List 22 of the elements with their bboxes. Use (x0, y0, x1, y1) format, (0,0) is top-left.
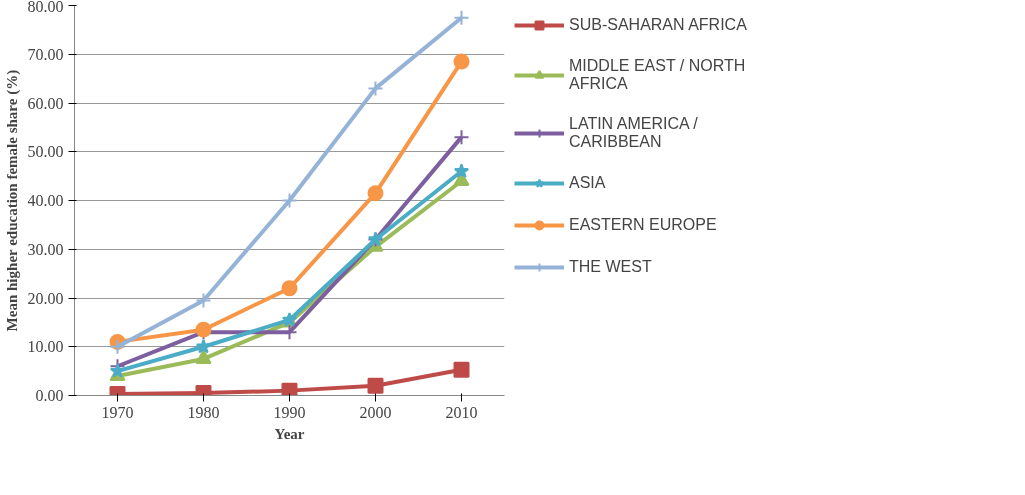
legend-label: THE WEST (569, 258, 652, 276)
legend-label: SUB-SAHARAN AFRICA (569, 16, 747, 34)
y-tick-label: 70.00 (27, 45, 64, 63)
legend-label: EASTERN EUROPE (569, 216, 717, 234)
y-tick-label: 0.00 (35, 387, 64, 404)
legend-label: ASIA (569, 174, 606, 192)
y-tick-label: 80.00 (27, 0, 64, 15)
x-tick-label: 1980 (187, 403, 220, 421)
y-tick-label: 60.00 (27, 94, 64, 112)
x-tick-label: 2000 (359, 403, 392, 421)
x-tick-label: 1990 (273, 403, 306, 421)
x-tick-label: 2010 (445, 403, 478, 421)
y-tick-label: 30.00 (27, 240, 64, 258)
y-axis-title: Mean higher education female share (%) (3, 69, 21, 332)
legend-label: MIDDLE EAST / NORTH AFRICA (569, 57, 746, 93)
legend-label: LATIN AMERICA / CARIBBEAN (569, 115, 698, 151)
y-tick-label: 10.00 (27, 338, 64, 356)
x-tick-label: 1970 (101, 403, 134, 421)
y-tick-label: 20.00 (27, 289, 64, 307)
y-tick-label: 40.00 (27, 192, 64, 209)
x-axis-title: Year (274, 425, 305, 442)
y-tick-label: 50.00 (27, 143, 64, 161)
